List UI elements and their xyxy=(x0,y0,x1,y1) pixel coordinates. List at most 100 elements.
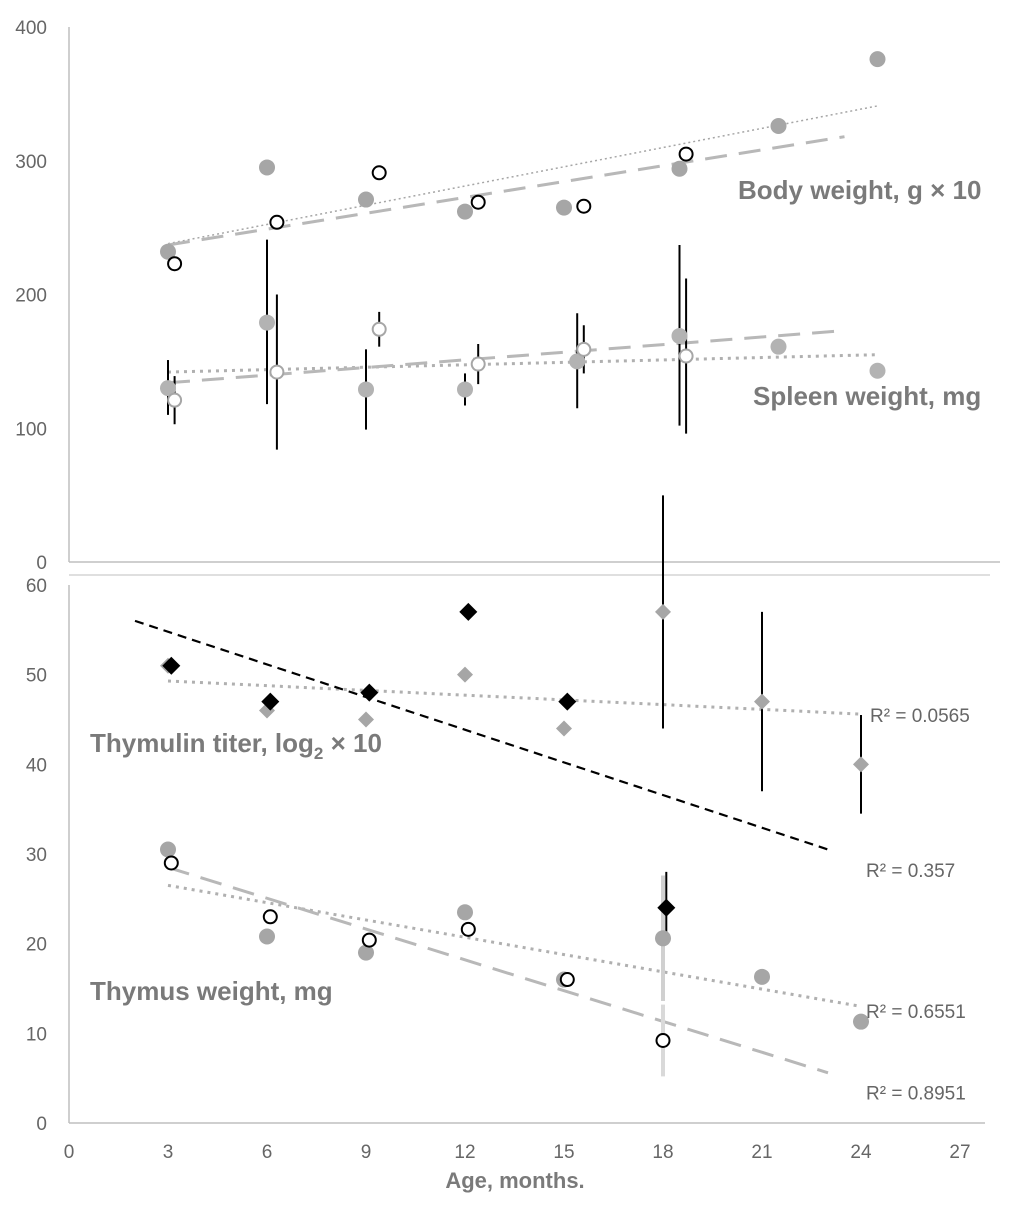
trend-line xyxy=(167,679,862,716)
data-point xyxy=(361,932,377,948)
x-ticks: 0 3 6 9 12 15 18 21 24 27 xyxy=(64,1142,971,1163)
data-point xyxy=(470,194,486,210)
data-point xyxy=(457,904,473,921)
bottom-plot-area xyxy=(134,495,869,1077)
r-squared-label: R² = 0.357 xyxy=(866,861,955,882)
data-point xyxy=(869,51,886,68)
data-point xyxy=(160,380,176,397)
data-point xyxy=(457,666,473,683)
x-tick-label: 21 xyxy=(751,1142,772,1163)
data-point xyxy=(678,348,694,364)
data-point xyxy=(160,243,176,260)
x-tick-label: 27 xyxy=(949,1142,970,1163)
trend-line xyxy=(167,329,845,385)
r-squared-label: R² = 0.0565 xyxy=(870,706,970,727)
data-point xyxy=(371,165,387,181)
data-point xyxy=(162,656,181,675)
r-squared-labels: R² = 0.0565 R² = 0.357 R² = 0.6551 R² = 0.8… xyxy=(866,706,970,1104)
x-tick-label: 24 xyxy=(850,1142,872,1163)
data-point xyxy=(470,356,486,372)
data-point xyxy=(678,146,694,162)
y-tick-label: 10 xyxy=(26,1024,47,1045)
data-point xyxy=(457,381,473,398)
data-point xyxy=(869,362,886,379)
x-tick-label: 18 xyxy=(652,1142,673,1163)
data-point xyxy=(163,855,179,871)
data-point xyxy=(556,199,572,216)
y-tick-label: 100 xyxy=(15,419,47,440)
data-point xyxy=(459,602,478,621)
data-point xyxy=(559,972,575,988)
trend-line xyxy=(167,105,878,245)
top-panel: 0 100 200 300 400 Body weight, g × 10 Spleen… xyxy=(15,18,1000,574)
thymulin-titer-label: Thymulin titer, log2 × 10 xyxy=(90,728,382,763)
data-point xyxy=(457,203,473,220)
y-tick-label: 0 xyxy=(36,1114,47,1135)
trend-line xyxy=(134,619,829,851)
data-point xyxy=(671,160,688,177)
data-point xyxy=(770,117,787,134)
y-tick-label: 40 xyxy=(26,755,47,776)
top-y-ticks: 0 100 200 300 400 xyxy=(15,18,47,574)
body-weight-label: Body weight, g × 10 xyxy=(738,175,981,205)
data-point xyxy=(167,256,183,272)
data-point xyxy=(671,327,688,344)
data-point xyxy=(259,159,275,176)
data-point xyxy=(576,341,592,357)
x-axis-title: Age, months. xyxy=(445,1168,584,1193)
x-tick-label: 15 xyxy=(553,1142,574,1163)
data-point xyxy=(576,198,592,214)
data-point xyxy=(558,692,577,711)
data-point xyxy=(259,314,275,331)
data-point xyxy=(358,191,374,208)
data-point xyxy=(556,720,572,737)
y-tick-label: 50 xyxy=(26,666,47,687)
data-point xyxy=(167,392,183,408)
data-point xyxy=(360,683,379,702)
top-plot-area xyxy=(160,51,886,450)
thymus-weight-label: Thymus weight, mg xyxy=(90,976,333,1006)
y-tick-label: 60 xyxy=(26,576,47,597)
data-point xyxy=(853,756,869,773)
data-point xyxy=(269,214,285,230)
r-squared-label: R² = 0.8951 xyxy=(866,1084,966,1105)
y-tick-label: 30 xyxy=(26,845,47,866)
data-point xyxy=(754,968,770,985)
bottom-y-ticks: 0 10 20 30 40 50 60 xyxy=(26,576,47,1135)
data-point xyxy=(569,353,586,370)
data-point xyxy=(160,841,176,858)
x-tick-label: 0 xyxy=(64,1142,75,1163)
y-tick-label: 400 xyxy=(15,18,47,39)
data-point xyxy=(358,711,374,728)
data-point xyxy=(358,944,374,961)
x-tick-label: 12 xyxy=(454,1142,475,1163)
y-tick-label: 200 xyxy=(15,286,47,307)
data-point xyxy=(358,381,374,398)
data-point xyxy=(460,921,476,937)
thymulin-label-suffix: × 10 xyxy=(323,728,382,758)
data-point xyxy=(754,693,770,710)
data-point xyxy=(261,692,280,711)
data-point xyxy=(259,928,275,945)
data-point xyxy=(853,1013,869,1030)
x-tick-label: 3 xyxy=(163,1142,174,1163)
thymulin-label-subscript: 2 xyxy=(314,744,323,763)
spleen-weight-label: Spleen weight, mg xyxy=(753,381,981,411)
x-tick-label: 9 xyxy=(361,1142,372,1163)
data-point xyxy=(262,909,278,925)
data-point xyxy=(269,364,285,380)
r-squared-label: R² = 0.6551 xyxy=(866,1002,966,1023)
x-tick-label: 6 xyxy=(262,1142,273,1163)
y-tick-label: 0 xyxy=(36,553,47,574)
data-point xyxy=(655,603,671,620)
trend-line xyxy=(167,866,829,1075)
y-tick-label: 300 xyxy=(15,152,47,173)
trend-line xyxy=(167,883,862,1008)
data-point xyxy=(655,930,671,947)
trend-line xyxy=(167,353,878,374)
data-point xyxy=(770,338,787,355)
data-point xyxy=(657,898,676,917)
y-tick-label: 20 xyxy=(26,935,47,956)
